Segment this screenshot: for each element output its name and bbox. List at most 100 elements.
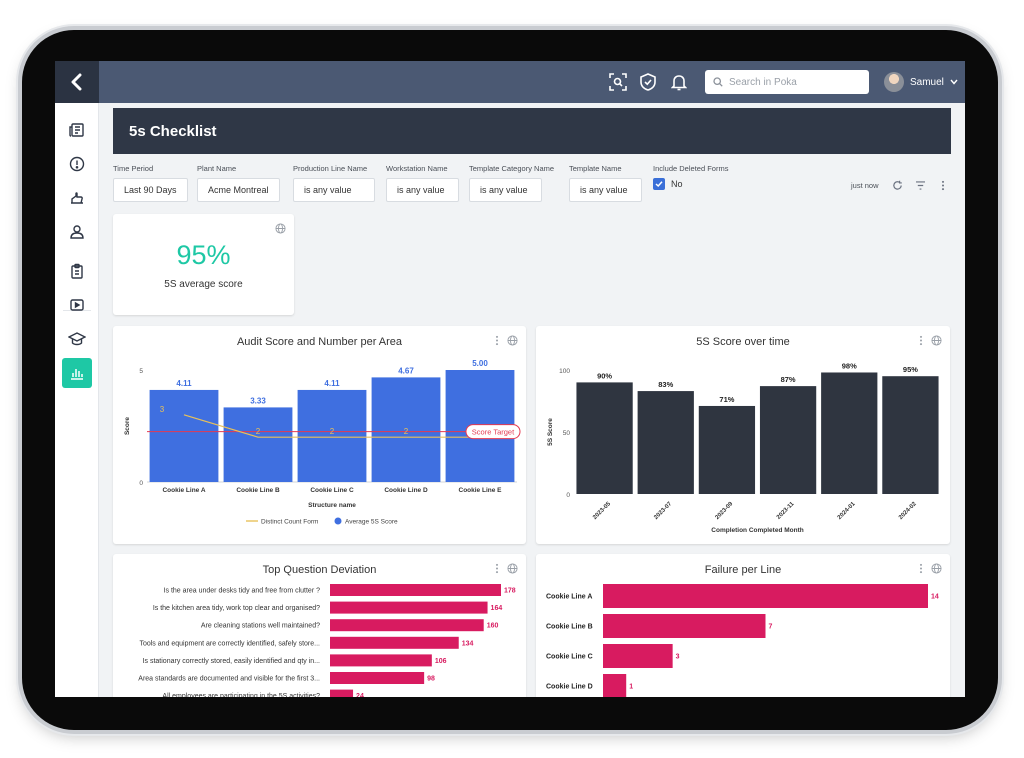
bar-chart-icon	[71, 369, 83, 380]
more-vertical-icon	[941, 180, 945, 190]
data-label: 90%	[597, 371, 612, 380]
filter-time-period-select[interactable]: Last 90 Days	[113, 178, 188, 202]
scan-button[interactable]	[608, 72, 628, 92]
line-data-label: 2	[330, 427, 335, 436]
filter-template-category-select[interactable]: is any value	[469, 178, 542, 202]
search-icon	[713, 77, 723, 87]
filter-label: Include Deleted Forms	[653, 164, 729, 173]
sidebar-item-people[interactable]	[62, 217, 92, 247]
avatar	[884, 72, 904, 92]
category-label: Is the kitchen area tidy, work top clear…	[153, 605, 320, 612]
data-label: 83%	[658, 380, 673, 389]
score-over-time-chart: 0 50 100 5S Score 90% 2023-05 83% 2023-07 71% 202…	[547, 361, 939, 534]
sidebar-item-skills[interactable]	[62, 183, 92, 213]
globe-icon[interactable]	[275, 223, 286, 234]
card-actions	[919, 563, 942, 574]
x-tick-label: Cookie Line C	[310, 487, 354, 494]
kpi-card: 95% 5S average score	[113, 214, 294, 315]
y-axis-label: Score	[124, 417, 131, 435]
checkbox[interactable]	[653, 178, 665, 190]
search-box[interactable]	[705, 70, 869, 94]
line-data-label: 2	[256, 427, 261, 436]
sidebar-item-issues[interactable]	[62, 149, 92, 179]
more-vertical-icon[interactable]	[495, 335, 499, 346]
score-over-time-card: 5S Score over time 0 50 100 5S Score 90% 2023…	[536, 326, 950, 544]
power-button	[122, 26, 138, 29]
sidebar-item-forms[interactable]	[62, 256, 92, 286]
category-label: Tools and equipment are correctly identi…	[139, 640, 320, 647]
globe-icon[interactable]	[507, 563, 518, 574]
bar	[330, 636, 459, 649]
search-input[interactable]	[729, 76, 859, 88]
globe-icon[interactable]	[507, 335, 518, 346]
sidebar-item-training[interactable]	[62, 324, 92, 354]
data-label: 98	[427, 676, 435, 683]
filter-label: Workstation Name	[386, 164, 448, 173]
data-label: 3	[676, 654, 680, 661]
notifications-button[interactable]	[669, 72, 689, 92]
bar	[371, 377, 441, 482]
globe-icon[interactable]	[931, 563, 942, 574]
data-label: 95%	[903, 365, 918, 374]
data-label: 4.11	[176, 379, 192, 388]
card-actions	[495, 563, 518, 574]
alert-circle-icon	[69, 156, 85, 172]
more-vertical-icon[interactable]	[919, 335, 923, 346]
hand-icon	[71, 192, 83, 204]
security-button[interactable]	[638, 72, 658, 92]
filter-production-line-select[interactable]: is any value	[293, 178, 375, 202]
filter-plant-name-select[interactable]: Acme Montreal	[197, 178, 280, 202]
filter-button[interactable]	[913, 178, 927, 192]
bar	[149, 389, 219, 482]
failure-per-line-chart: Cookie Line A 14 Cookie Line B 7 Cookie Line…	[546, 584, 939, 697]
filter-label: Template Name	[569, 164, 622, 173]
legend-label: Distinct Count Form	[261, 519, 318, 526]
filter-label: Template Category Name	[469, 164, 555, 173]
include-deleted-checkbox[interactable]: No	[653, 178, 728, 190]
sidebar	[55, 103, 99, 697]
score-target-badge	[465, 424, 521, 440]
more-vertical-icon[interactable]	[919, 563, 923, 574]
video-icon	[70, 299, 84, 311]
y-tick-label: 5	[139, 368, 143, 375]
dashboard-menu-button[interactable]	[936, 178, 950, 192]
check-icon	[655, 181, 663, 188]
more-vertical-icon[interactable]	[495, 563, 499, 574]
x-tick-label: 2023-05	[592, 501, 612, 521]
bar	[330, 654, 432, 667]
filter-label: Production Line Name	[293, 164, 368, 173]
category-label: Is the area under desks tidy and free fr…	[164, 588, 321, 595]
filter-workstation-select[interactable]: is any value	[386, 178, 459, 202]
clipboard-icon	[71, 263, 83, 279]
line-series	[183, 414, 480, 438]
refresh-button[interactable]	[890, 178, 904, 192]
bar	[698, 405, 756, 494]
sidebar-item-analytics[interactable]	[62, 358, 92, 388]
x-tick-label: 2023-09	[715, 501, 735, 521]
user-menu[interactable]: Samuel	[884, 71, 958, 93]
sidebar-item-news[interactable]	[62, 115, 92, 145]
filter-template-category: Template Category Name is any value	[469, 164, 554, 202]
page-header: 5s Checklist	[113, 108, 951, 154]
bell-icon	[671, 75, 687, 91]
filter-workstation: Workstation Name is any value	[386, 164, 459, 202]
sidebar-item-videos[interactable]	[62, 290, 92, 320]
bar	[330, 689, 354, 697]
category-label: Are cleaning stations well maintained?	[201, 623, 320, 630]
category-label: All employees are participating in the 5…	[162, 693, 320, 697]
refresh-icon	[892, 180, 902, 190]
y-tick-label: 50	[563, 430, 571, 437]
x-tick-label: 2024-01	[837, 501, 857, 521]
volume-button	[148, 26, 186, 29]
back-button[interactable]	[55, 61, 99, 103]
filter-template-name: Template Name is any value	[569, 164, 642, 202]
x-axis-label: Completion Completed Month	[711, 527, 803, 534]
score-target-label: Score Target	[472, 428, 515, 437]
audit-score-chart: 0 5 Score 4.11 Cookie Line A 3.33 Cookie Line …	[124, 359, 521, 526]
y-tick-label: 0	[566, 492, 570, 499]
bar	[330, 672, 425, 684]
filter-template-name-select[interactable]: is any value	[569, 178, 642, 202]
globe-icon[interactable]	[931, 335, 942, 346]
data-label: 4.67	[398, 366, 414, 375]
dashboard: Time Period Last 90 Days Plant Name Acme…	[99, 154, 965, 697]
